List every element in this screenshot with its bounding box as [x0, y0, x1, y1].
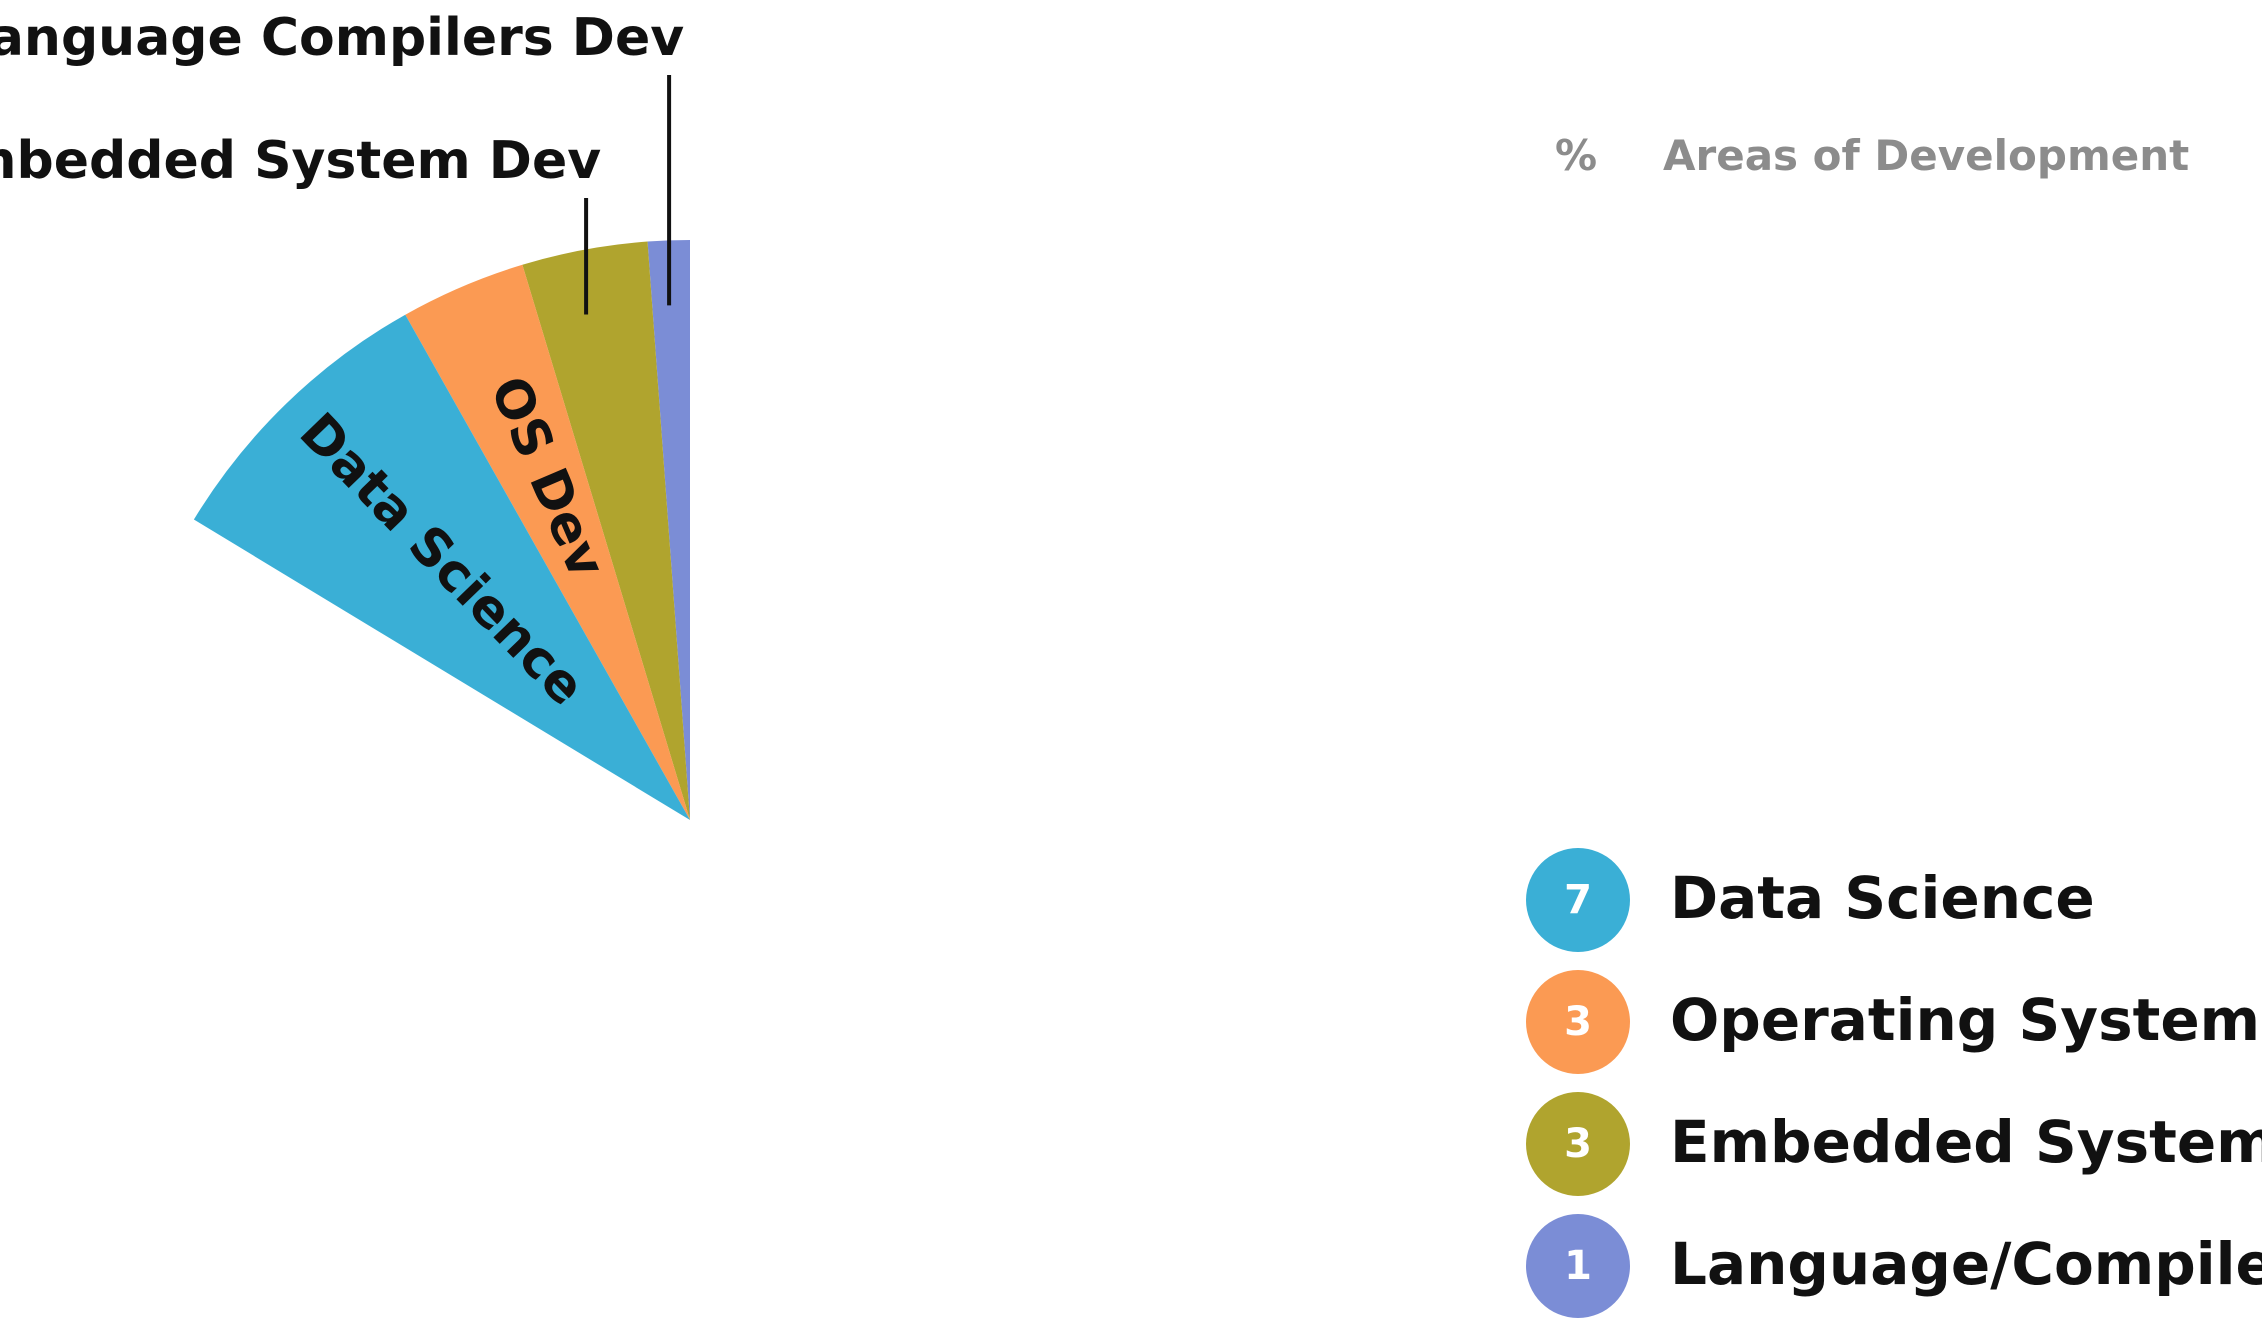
- legend-swatch: [1526, 970, 1630, 1074]
- pie-slice-language-compilers: [647, 240, 690, 820]
- legend-label: Operating System: [1670, 986, 2260, 1054]
- header-title: Areas of Development: [1663, 131, 2189, 180]
- legend-item: 3 Operating System: [1526, 970, 2260, 1074]
- pie-slice-embedded-systems: [522, 241, 690, 820]
- legend-swatch: [1526, 1214, 1630, 1318]
- legend-count: 7: [1564, 877, 1592, 923]
- pie-slice-data-science: [193, 314, 690, 820]
- legend-swatch: [1526, 1092, 1630, 1196]
- legend-label: Data Science: [1670, 864, 2095, 932]
- legend-item: 3 Embedded Systems: [1526, 1092, 2262, 1196]
- legend: 7 Data Science 3 Operating System 3 Embedded …: [1526, 848, 2262, 1318]
- chart-header: % Areas of Development: [1555, 131, 2189, 180]
- legend-count: 3: [1564, 1121, 1592, 1167]
- legend-label: Embedded Systems: [1670, 1108, 2262, 1176]
- pie-slices: [193, 240, 690, 820]
- callout-label-embedded-systems: Embedded System Dev: [0, 131, 601, 191]
- pie-slice-operating-system: [405, 264, 690, 820]
- legend-item: 7 Data Science: [1526, 848, 2095, 952]
- callout-labels: Embedded System Dev Language Compilers De…: [0, 8, 684, 315]
- legend-label: Language/Compilers: [1670, 1230, 2262, 1298]
- legend-swatch: [1526, 848, 1630, 952]
- callout-label-language-compilers: Language Compilers Dev: [0, 8, 684, 68]
- legend-count: 3: [1564, 999, 1592, 1045]
- legend-item: 1 Language/Compilers: [1526, 1214, 2262, 1318]
- legend-count: 1: [1564, 1243, 1592, 1289]
- header-unit: %: [1555, 131, 1597, 180]
